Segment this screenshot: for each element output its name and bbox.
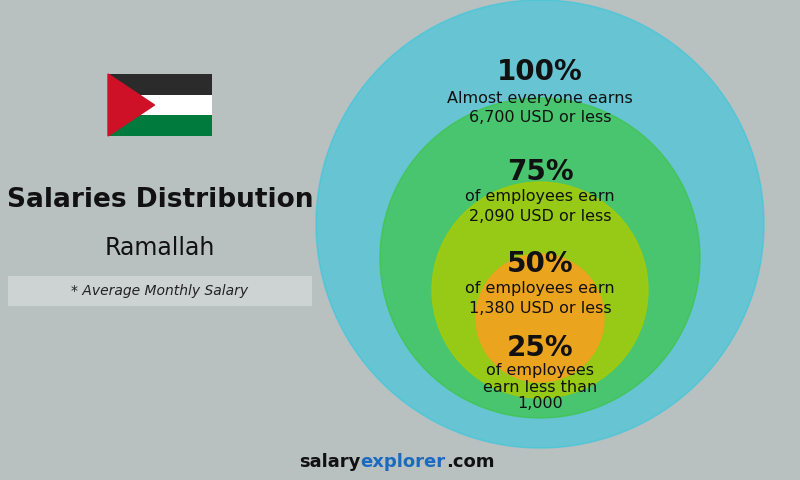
- Text: of employees: of employees: [486, 362, 594, 377]
- Text: .com: .com: [446, 453, 494, 471]
- Text: 100%: 100%: [497, 58, 583, 86]
- Text: 1,380 USD or less: 1,380 USD or less: [469, 301, 611, 316]
- Text: * Average Monthly Salary: * Average Monthly Salary: [71, 284, 249, 298]
- Text: 25%: 25%: [506, 334, 574, 362]
- Circle shape: [432, 182, 648, 398]
- Text: 2,090 USD or less: 2,090 USD or less: [469, 209, 611, 224]
- Text: Salaries Distribution: Salaries Distribution: [6, 187, 314, 213]
- Text: 6,700 USD or less: 6,700 USD or less: [469, 110, 611, 125]
- Text: Almost everyone earns: Almost everyone earns: [447, 91, 633, 106]
- Text: salary: salary: [298, 453, 360, 471]
- Text: explorer: explorer: [360, 453, 445, 471]
- Text: Ramallah: Ramallah: [105, 236, 215, 260]
- Text: 75%: 75%: [506, 158, 574, 186]
- Bar: [108, 95, 212, 115]
- Text: of employees earn: of employees earn: [465, 281, 615, 296]
- Text: 50%: 50%: [506, 250, 574, 278]
- Circle shape: [476, 254, 604, 382]
- Bar: [108, 74, 212, 95]
- Polygon shape: [108, 74, 154, 136]
- Text: 1,000: 1,000: [517, 396, 563, 411]
- Circle shape: [380, 98, 700, 418]
- Text: of employees earn: of employees earn: [465, 189, 615, 204]
- Text: earn less than: earn less than: [483, 380, 597, 395]
- Circle shape: [316, 0, 764, 448]
- Bar: [108, 115, 212, 136]
- Bar: [8, 276, 312, 306]
